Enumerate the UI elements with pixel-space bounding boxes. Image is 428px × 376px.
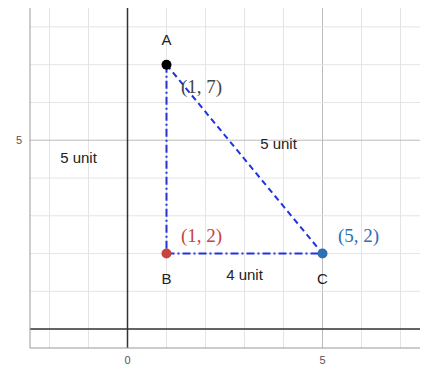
svg-text:(1, 7): (1, 7) xyxy=(181,76,222,98)
svg-text:5: 5 xyxy=(319,354,325,366)
svg-text:C: C xyxy=(317,270,328,287)
svg-text:(1, 2): (1, 2) xyxy=(181,225,222,247)
svg-text:5 unit: 5 unit xyxy=(260,135,298,152)
svg-text:A: A xyxy=(161,31,171,48)
svg-text:5: 5 xyxy=(16,134,22,146)
svg-text:0: 0 xyxy=(124,354,130,366)
svg-text:5 unit: 5 unit xyxy=(60,149,98,166)
svg-text:(5, 2): (5, 2) xyxy=(338,225,379,247)
svg-text:B: B xyxy=(161,270,171,287)
svg-text:4 unit: 4 unit xyxy=(226,266,264,283)
